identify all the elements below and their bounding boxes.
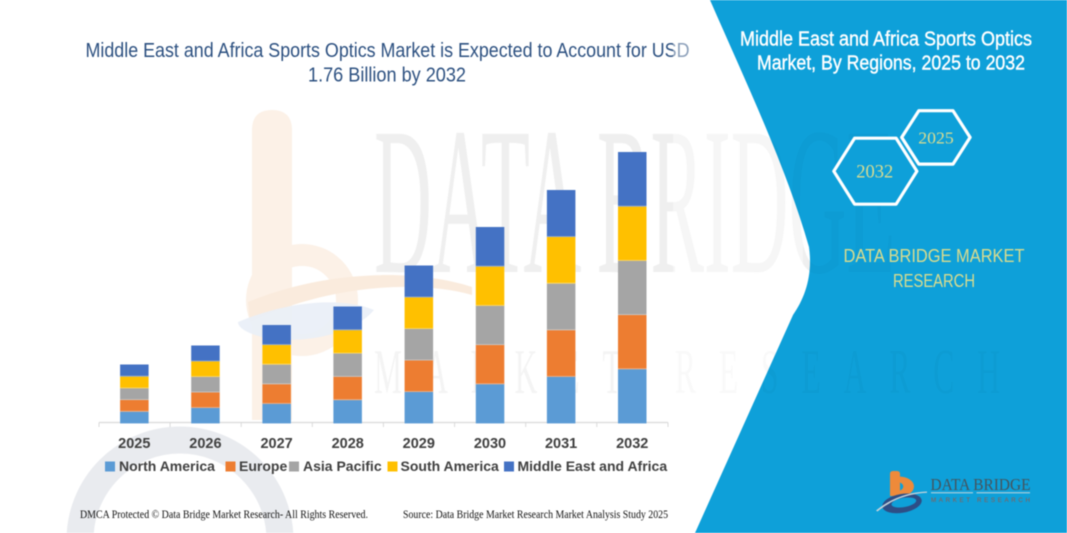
svg-text:MARKET RESEARCH: MARKET RESEARCH <box>931 497 1030 504</box>
svg-text:South America: South America <box>401 458 499 474</box>
svg-text:2026: 2026 <box>189 436 221 452</box>
svg-text:2032: 2032 <box>616 436 648 452</box>
svg-text:Middle East and Africa Sports: Middle East and Africa Sports Optics <box>740 28 1032 51</box>
svg-text:North America: North America <box>119 458 215 474</box>
svg-text:Source: Data Bridge Market Res: Source: Data Bridge Market Research Mark… <box>403 509 668 521</box>
svg-text:DATA BRIDGE: DATA BRIDGE <box>931 475 1031 494</box>
svg-text:Middle East and Africa: Middle East and Africa <box>518 458 668 474</box>
svg-text:DATA BRIDGE MARKET: DATA BRIDGE MARKET <box>844 245 1025 266</box>
svg-text:Market, By Regions, 2025 to 20: Market, By Regions, 2025 to 2032 <box>757 52 1025 75</box>
svg-text:Asia Pacific: Asia Pacific <box>303 458 382 474</box>
svg-text:2025: 2025 <box>118 436 150 452</box>
svg-text:2029: 2029 <box>403 436 435 452</box>
svg-text:Europe: Europe <box>239 458 287 474</box>
svg-text:Middle East and Africa Sports: Middle East and Africa Sports Optics Mar… <box>86 40 690 62</box>
svg-text:RESEARCH: RESEARCH <box>893 270 975 291</box>
svg-text:DMCA Protected © Data Bridge M: DMCA Protected © Data Bridge Market Rese… <box>80 509 368 521</box>
svg-text:2031: 2031 <box>545 436 577 452</box>
svg-text:2025: 2025 <box>918 129 954 148</box>
svg-text:2032: 2032 <box>856 162 893 183</box>
svg-text:1.76 Billion by 2032: 1.76 Billion by 2032 <box>308 65 466 87</box>
svg-text:2028: 2028 <box>332 436 364 452</box>
svg-text:2030: 2030 <box>474 436 506 452</box>
svg-text:2027: 2027 <box>260 436 292 452</box>
